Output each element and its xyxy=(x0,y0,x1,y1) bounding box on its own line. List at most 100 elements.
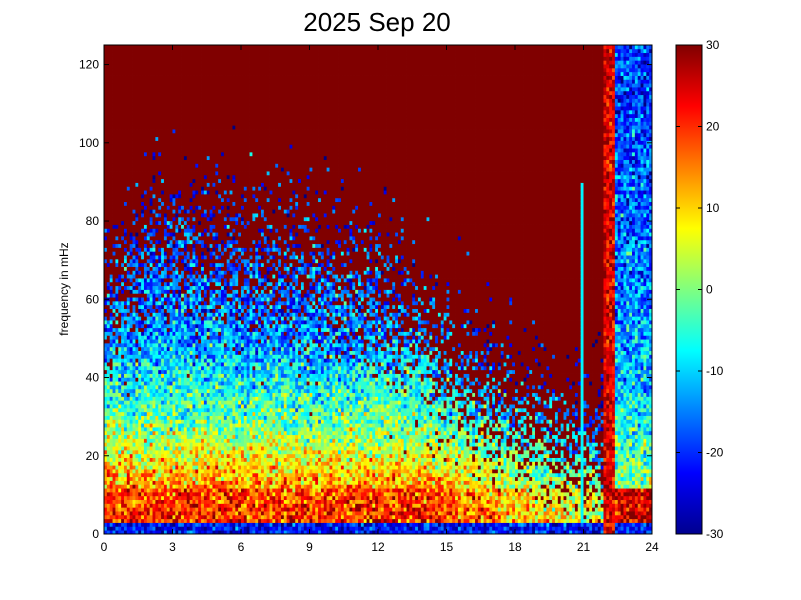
heatmap-cell xyxy=(129,480,133,485)
heatmap-cell xyxy=(109,369,113,374)
heatmap-cell xyxy=(152,232,156,237)
heatmap-cell xyxy=(183,117,188,122)
heatmap-cell xyxy=(198,60,202,65)
heatmap-cell xyxy=(172,331,176,336)
heatmap-cell xyxy=(143,121,148,126)
heatmap-cell xyxy=(132,392,136,397)
heatmap-cell xyxy=(201,442,205,447)
heatmap-cell xyxy=(198,472,202,478)
heatmap-cell xyxy=(118,148,122,153)
heatmap-cell xyxy=(195,48,199,54)
heatmap-cell xyxy=(195,449,199,455)
heatmap-cell xyxy=(126,335,131,340)
heatmap-cell xyxy=(169,155,173,161)
heatmap-cell xyxy=(166,316,171,321)
heatmap-cell xyxy=(118,125,122,130)
heatmap-cell xyxy=(203,239,208,245)
heatmap-cell xyxy=(123,488,128,493)
heatmap-cell xyxy=(183,224,188,229)
heatmap-cell xyxy=(104,400,108,405)
heatmap-cell xyxy=(152,457,156,462)
heatmap-cell xyxy=(123,266,128,271)
heatmap-cell xyxy=(129,293,133,298)
heatmap-cell xyxy=(189,220,193,225)
heatmap-cell xyxy=(123,354,128,359)
heatmap-cell xyxy=(121,87,125,92)
heatmap-cell xyxy=(175,499,179,504)
heatmap-cell xyxy=(146,308,151,313)
heatmap-cell xyxy=(195,167,199,172)
heatmap-cell xyxy=(189,102,193,107)
heatmap-cell xyxy=(169,438,173,443)
heatmap-cell xyxy=(192,392,196,397)
heatmap-cell xyxy=(152,392,156,397)
heatmap-cell xyxy=(183,446,188,451)
heatmap-cell xyxy=(169,469,173,474)
heatmap-cell xyxy=(203,266,208,271)
heatmap-cell xyxy=(129,350,133,355)
heatmap-cell xyxy=(206,331,210,336)
heatmap-cell xyxy=(209,75,213,80)
heatmap-cell xyxy=(109,396,113,401)
heatmap-cell xyxy=(186,255,191,260)
heatmap-cell xyxy=(201,52,205,57)
heatmap-cell xyxy=(152,251,156,256)
heatmap-cell xyxy=(169,323,173,329)
heatmap-cell xyxy=(169,407,173,413)
heatmap-cell xyxy=(121,90,125,96)
heatmap-cell xyxy=(186,144,191,149)
heatmap-cell xyxy=(189,60,193,65)
heatmap-cell xyxy=(126,136,131,141)
heatmap-cell xyxy=(175,342,179,348)
chart-title: 2025 Sep 20 xyxy=(303,7,450,37)
heatmap-cell xyxy=(209,71,213,76)
heatmap-cell xyxy=(201,178,205,183)
heatmap-cell xyxy=(146,274,151,279)
heatmap-cell xyxy=(209,476,213,481)
heatmap-cell xyxy=(195,247,199,252)
heatmap-cell xyxy=(209,438,213,443)
heatmap-cell xyxy=(166,205,171,210)
heatmap-cell xyxy=(155,117,159,122)
heatmap-cell xyxy=(155,396,159,401)
heatmap-cell xyxy=(132,480,136,485)
heatmap-cell xyxy=(161,339,165,344)
heatmap-cell xyxy=(192,320,196,325)
heatmap-cell xyxy=(143,213,148,218)
heatmap-cell xyxy=(178,297,182,302)
heatmap-cell xyxy=(118,507,122,512)
heatmap-cell xyxy=(206,400,210,405)
heatmap-cell xyxy=(175,140,179,145)
heatmap-cell xyxy=(132,45,136,50)
heatmap-cell xyxy=(166,79,171,84)
heatmap-cell xyxy=(186,289,191,294)
heatmap-cell xyxy=(146,503,151,508)
heatmap-cell xyxy=(175,511,179,516)
heatmap-cell xyxy=(183,60,188,65)
heatmap-cell xyxy=(155,236,159,241)
heatmap-cell xyxy=(163,358,168,363)
heatmap-cell xyxy=(146,148,151,153)
heatmap-cell xyxy=(143,404,148,409)
heatmap-cell xyxy=(115,216,119,222)
heatmap-cell xyxy=(115,278,119,283)
heatmap-cell xyxy=(166,125,171,130)
heatmap-cell xyxy=(132,102,136,107)
heatmap-cell xyxy=(138,258,142,264)
heatmap-cell xyxy=(172,236,176,241)
heatmap-cell xyxy=(201,323,205,329)
heatmap-cell xyxy=(178,186,182,191)
heatmap-cell xyxy=(195,522,199,527)
heatmap-cell xyxy=(115,220,119,225)
heatmap-cell xyxy=(189,270,193,275)
heatmap-cell xyxy=(118,480,122,485)
heatmap-cell xyxy=(169,335,173,340)
heatmap-cell xyxy=(175,388,179,394)
heatmap-cell xyxy=(129,457,133,462)
heatmap-cell xyxy=(109,109,113,115)
heatmap-cell xyxy=(192,266,196,271)
heatmap-cell xyxy=(135,297,139,302)
heatmap-cell xyxy=(126,262,131,267)
heatmap-cell xyxy=(138,461,142,466)
heatmap-cell xyxy=(106,488,111,493)
